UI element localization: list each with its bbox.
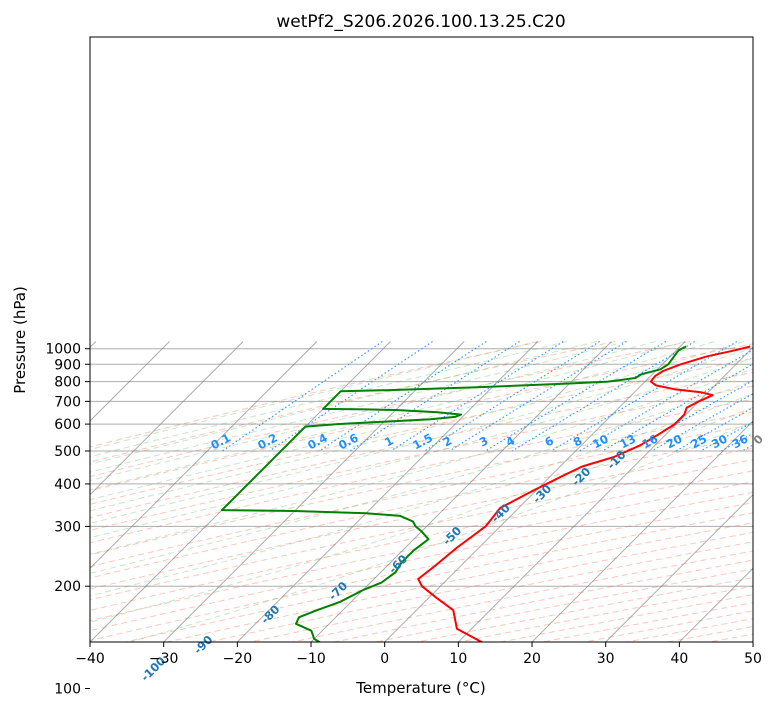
isotherm-line	[678, 567, 753, 642]
mixing-ratio-label: 25	[688, 432, 709, 452]
moist-adiabat-line	[90, 341, 538, 451]
mixing-ratio-label: 13	[617, 432, 638, 452]
moist-adiabat-line	[90, 341, 656, 482]
dry-adiabat-line	[90, 341, 616, 463]
mixing-ratio-line	[222, 341, 383, 452]
y-tick-label: 1000	[45, 342, 81, 358]
mixing-ratio-line	[700, 421, 753, 452]
chart-title: wetPf2_S206.2026.100.13.25.C20	[276, 12, 565, 32]
dry-adiabat-line	[90, 371, 753, 519]
x-tick-label: −40	[75, 651, 105, 667]
x-tick-label: 40	[670, 651, 688, 667]
x-tick-label: −10	[296, 651, 326, 667]
y-tick-label: 300	[54, 519, 81, 535]
dry-adiabat-line	[90, 411, 753, 556]
dry-adiabat-line	[90, 341, 541, 448]
mixing-ratio-label: 36	[730, 432, 751, 452]
moist-adiabat-line	[90, 341, 597, 465]
dry-adiabat-line	[122, 512, 753, 642]
mixing-ratio-label: 16	[639, 432, 660, 452]
plot-area	[90, 37, 753, 642]
dry-adiabat-line	[90, 435, 753, 579]
series-layer	[220, 345, 751, 642]
dry-adiabat-line	[90, 447, 753, 590]
y-tick-label: 700	[54, 394, 81, 410]
isotherm-line	[531, 420, 753, 642]
x-tick-label: 10	[449, 651, 467, 667]
x-tick-label: 0	[380, 651, 389, 667]
moist-adiabat-line	[90, 341, 568, 458]
moist-adiabat-line	[127, 421, 753, 642]
y-tick-label: 100	[54, 682, 81, 698]
x-tick-label: −30	[149, 651, 179, 667]
isotherm-line	[310, 341, 612, 642]
dry-adiabat-line	[90, 470, 753, 611]
moist-adiabat-line	[90, 380, 753, 574]
x-tick-label: 50	[744, 651, 762, 667]
dry-adiabat-line	[90, 385, 753, 531]
isotherm-line	[90, 341, 244, 496]
mixing-ratio-line	[511, 340, 696, 452]
moist-adiabat-line	[90, 406, 753, 623]
y-axis-label: Pressure (hPa)	[11, 286, 29, 394]
mixing-ratio-line	[579, 349, 753, 452]
mixing-ratio-label: 20	[664, 432, 685, 452]
plot-frame	[89, 36, 754, 643]
line-labels: 0.1 0.2 0.4 0.6 1 1.5 2 3 4 6 8 10 13 16 20 25 30 36-100-…	[138, 430, 766, 684]
axis-ticks: −40 −30 −20 −10 0 10 20 30 40 50 100 200 300 400 500 60…	[45, 342, 762, 698]
isotherm-line	[604, 493, 753, 642]
x-tick-label: −20	[223, 651, 253, 667]
mixing-ratio-line	[319, 340, 487, 452]
y-tick-label: 400	[54, 477, 81, 493]
x-axis-label: Temperature (°C)	[355, 679, 485, 697]
x-tick-label: 20	[523, 651, 541, 667]
mixing-ratio-line	[349, 340, 520, 452]
moist-adiabat-line	[90, 341, 686, 491]
y-tick-label: 900	[54, 357, 81, 373]
isotherm-line	[162, 341, 465, 642]
dewpoint-profile-line	[220, 345, 687, 642]
y-tick-label: 800	[54, 375, 81, 391]
isotherm-line	[383, 341, 686, 642]
mixing-ratio-label: 30	[709, 432, 730, 452]
y-tick-label: 500	[54, 444, 81, 460]
dry-adiabat-line	[90, 343, 753, 492]
y-tick-label: 200	[54, 579, 81, 595]
isotherm-line	[90, 341, 318, 570]
dry-adiabat-line	[248, 541, 753, 642]
dry-adiabat-line	[90, 491, 753, 632]
dry-adiabat-line	[90, 357, 753, 505]
x-tick-label: 30	[597, 651, 615, 667]
moist-adiabat-line	[90, 341, 627, 473]
moist-adiabat-line	[90, 393, 753, 597]
mixing-ratio-label: 10	[590, 432, 611, 452]
mixing-ratio-line	[424, 340, 601, 452]
temperature-profile-line	[417, 345, 751, 642]
isotherm-line	[236, 341, 539, 642]
dry-adiabat-line	[164, 522, 753, 642]
plot-background	[90, 37, 753, 642]
y-tick-label: 600	[54, 417, 81, 433]
isotherm-line	[90, 341, 170, 422]
